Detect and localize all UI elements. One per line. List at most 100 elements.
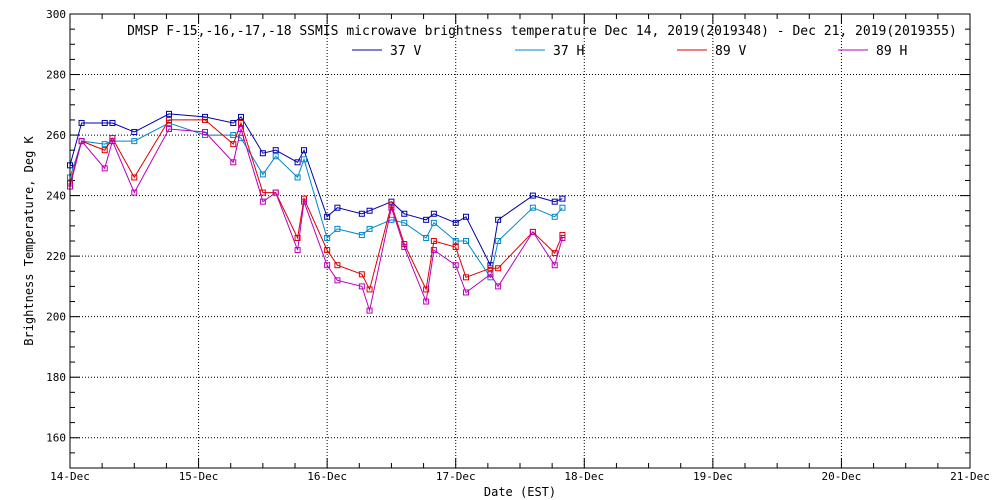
data-point [272,189,279,196]
data-point [463,274,469,281]
data-point [301,147,307,154]
data-point [463,213,469,220]
data-point [101,141,108,148]
data-point [452,262,459,269]
y-axis-title: Brightness Temperature, Deg K [22,135,36,345]
data-point [423,234,430,241]
data-point [551,213,558,220]
data-point [294,234,301,241]
data-point [430,219,437,226]
y-tick-label: 160 [46,432,66,445]
legend-label: 37 H [553,44,584,59]
x-tick-label: 16-Dec [307,470,347,483]
series-line [69,113,563,267]
data-point [230,141,237,148]
data-point [334,262,341,269]
plot-frame [69,13,971,469]
data-point [301,195,307,202]
data-point [366,207,373,214]
data-point [529,192,536,199]
legend-label: 89 H [876,44,907,59]
data-point [294,159,301,166]
data-point [131,174,138,181]
y-tick-label: 220 [46,250,66,263]
data-point [423,298,430,305]
x-tick-label: 17-Dec [436,470,476,483]
data-point [551,250,558,257]
data-point [166,110,172,117]
series-line [69,122,563,279]
data-point [529,204,536,211]
x-tick-label: 20-Dec [822,470,862,483]
series-line [69,119,563,292]
data-point [272,153,279,160]
series-line [69,127,563,313]
data-point [430,238,437,244]
series-layer [67,110,566,314]
data-point [202,129,208,136]
data-point [358,231,365,238]
data-point [430,210,437,217]
data-point [559,195,566,202]
data-point [463,238,469,244]
chart-title: DMSP F-15,-16,-17,-18 SSMIS microwave br… [127,24,957,39]
data-point [423,216,430,223]
data-point [423,286,430,293]
data-point [101,147,108,154]
series-group [67,110,566,269]
data-point [238,113,244,120]
data-point [401,210,408,217]
data-point [463,289,469,296]
data-point [495,216,502,223]
data-point [238,126,244,133]
grid-layer [70,14,970,468]
data-point [230,132,237,139]
data-point [259,198,266,205]
data-point [294,174,301,181]
legend: 37 V 37 H 89 V 89 H [352,44,907,59]
data-point [430,247,437,254]
data-point [551,262,558,269]
y-tick-label: 200 [46,311,66,324]
series-group [67,116,566,293]
data-point [487,271,494,278]
data-point [401,219,408,226]
data-point [259,150,266,157]
data-point [301,156,307,163]
data-point [324,262,331,269]
data-point [452,238,459,244]
data-point [366,286,373,293]
y-tick-label: 240 [46,190,66,203]
data-point [230,119,237,126]
data-point [166,126,172,133]
data-point [272,147,279,154]
y-tick-label: 300 [46,8,66,21]
legend-label: 37 V [390,44,421,59]
data-point [324,213,331,220]
series-group [67,126,566,314]
data-point [334,204,341,211]
data-point [452,244,459,251]
data-point [529,228,536,235]
data-point [559,204,566,211]
data-point [559,234,566,241]
data-point [294,247,301,254]
data-point [101,119,108,126]
data-point [559,231,566,238]
data-point [230,159,237,166]
data-point [551,198,558,205]
data-point [487,265,494,272]
data-point [324,234,331,241]
data-point [334,277,341,284]
data-point [78,119,85,126]
y-tick-label: 260 [46,129,66,142]
data-point [109,119,116,126]
x-tick-label: 18-Dec [564,470,604,483]
legend-label: 89 V [715,44,746,59]
x-axis-title: Date (EST) [484,485,556,499]
labels-layer: 14-Dec 15-Dec 16-Dec 17-Dec 18-Dec 19-Dec 20-D… [46,8,990,483]
data-point [358,283,365,290]
data-point [366,307,373,314]
data-point [452,219,459,226]
data-point [166,116,172,123]
